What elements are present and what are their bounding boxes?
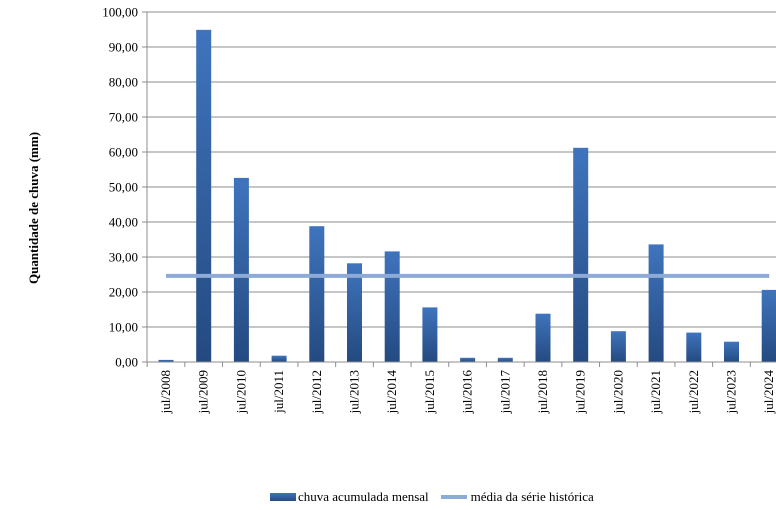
bar [573, 147, 589, 362]
y-tick-label: 10,00 [109, 320, 138, 335]
y-axis-ticks: 0,00 10,00 20,00 30,00 40,00 50,00 60,00 70,00 8… [102, 5, 147, 370]
y-tick-label: 90,00 [109, 40, 138, 55]
x-tick-label: jul/2021 [648, 370, 663, 414]
x-tick-label: jul/2015 [422, 370, 437, 414]
x-tick-label: jul/2012 [309, 370, 324, 414]
x-tick-label: jul/2017 [497, 370, 512, 415]
x-axis-ticks: jul/2008 jul/2009 jul/2010 jul/2011 jul/2012… [146, 361, 776, 415]
bar [648, 244, 664, 362]
bar-series [158, 29, 776, 362]
x-tick-label: jul/2008 [158, 370, 173, 414]
gridlines [146, 11, 776, 363]
y-tick-label: 40,00 [109, 215, 138, 230]
bar [196, 29, 212, 362]
legend-bar-label: chuva acumulada mensal [298, 489, 429, 504]
x-tick-label: jul/2009 [196, 370, 211, 414]
x-tick-label: jul/2016 [460, 370, 475, 415]
y-tick-label: 30,00 [109, 250, 138, 265]
y-tick-label: 0,00 [115, 355, 138, 370]
bar [686, 332, 702, 362]
legend-line-swatch [440, 495, 467, 499]
x-tick-label: jul/2024 [761, 370, 776, 415]
x-tick-label: jul/2023 [724, 370, 739, 414]
bar [535, 313, 551, 362]
x-tick-label: jul/2011 [271, 370, 286, 414]
bar [497, 357, 513, 362]
bar [158, 359, 174, 362]
x-tick-label: jul/2019 [573, 370, 588, 414]
bar [761, 289, 776, 362]
legend-bar-swatch [270, 493, 296, 501]
y-tick-label: 80,00 [109, 75, 138, 90]
legend-item-line: média da série histórica [440, 489, 594, 505]
x-tick-label: jul/2013 [347, 370, 362, 414]
bar [309, 226, 325, 362]
bar [233, 177, 249, 362]
x-tick-label: jul/2010 [233, 370, 248, 414]
legend: chuva acumulada mensal média da série hi… [270, 488, 606, 506]
y-axis-label: Quantidade de chuva (mm) [26, 132, 41, 284]
legend-line-label: média da série histórica [470, 489, 594, 504]
bar [271, 355, 287, 362]
legend-item-bars: chuva acumulada mensal [270, 489, 429, 505]
x-tick-label: jul/2018 [535, 370, 550, 414]
y-tick-label: 70,00 [109, 110, 138, 125]
y-tick-label: 20,00 [109, 285, 138, 300]
bar [724, 341, 739, 362]
y-tick-label: 100,00 [102, 5, 138, 20]
x-tick-label: jul/2022 [686, 370, 701, 414]
bar [610, 331, 626, 362]
y-tick-label: 60,00 [109, 145, 138, 160]
bar [347, 263, 362, 362]
bar [460, 357, 476, 362]
x-tick-label: jul/2020 [610, 370, 625, 414]
bar [384, 251, 400, 362]
y-tick-label: 50,00 [109, 180, 138, 195]
x-tick-label: jul/2014 [384, 370, 399, 415]
bar [422, 307, 438, 362]
